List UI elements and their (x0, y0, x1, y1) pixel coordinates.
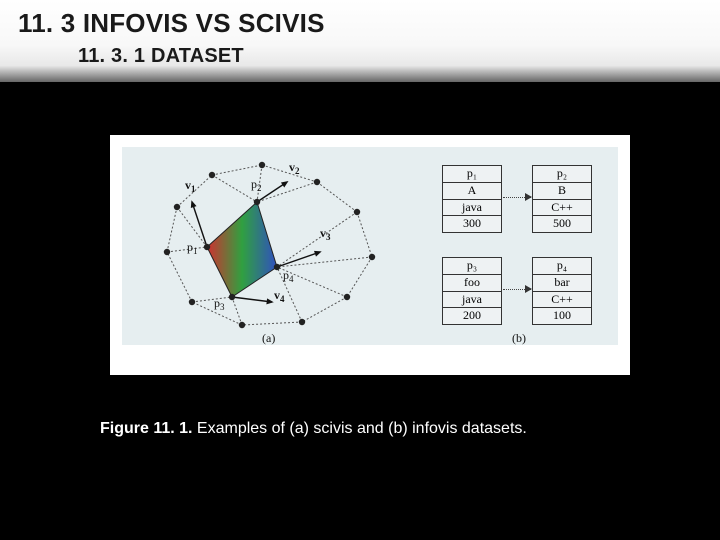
slide-subheading: 11. 3. 1 DATASET (78, 45, 702, 68)
slide: 11. 3 INFOVIS VS SCIVIS 11. 3. 1 DATASET… (0, 0, 720, 540)
table-p2: p₂ B C++ 500 (532, 165, 592, 233)
arrow-head-icon (525, 193, 532, 201)
figure-panel: p1 p2 p4 p3 v1 v2 v3 v4 (a) p₁ A java 300 p₂ B … (110, 135, 630, 375)
table-p3-row: 200 (443, 308, 502, 325)
svg-text:p1: p1 (187, 240, 198, 256)
arrow-head-icon (525, 285, 532, 293)
figure-caption-label: Figure 11. 1. (100, 420, 192, 437)
table-p1-row: 300 (443, 216, 502, 233)
mesh-diagram: p1 p2 p4 p3 v1 v2 v3 v4 (122, 147, 402, 347)
table-p4-row: bar (533, 274, 592, 291)
panel-b-label: (b) (512, 331, 526, 346)
svg-text:v2: v2 (289, 160, 300, 176)
svg-text:v3: v3 (320, 226, 331, 242)
table-p3-header: p₃ (443, 258, 502, 275)
table-p4-header: p₄ (533, 258, 592, 275)
svg-text:v4: v4 (274, 288, 285, 304)
panel-a-label: (a) (262, 331, 275, 346)
table-p4-row: 100 (533, 308, 592, 325)
figure-inner: p1 p2 p4 p3 v1 v2 v3 v4 (a) p₁ A java 300 p₂ B … (122, 147, 618, 345)
svg-text:v1: v1 (185, 178, 196, 194)
table-p2-row: B (533, 182, 592, 199)
table-p2-row: 500 (533, 216, 592, 233)
table-p2-header: p₂ (533, 166, 592, 183)
table-p1-header: p₁ (443, 166, 502, 183)
svg-text:p2: p2 (251, 177, 262, 193)
table-p4: p₄ bar C++ 100 (532, 257, 592, 325)
figure-caption-text: Examples of (a) scivis and (b) infovis d… (192, 420, 526, 437)
svg-text:p3: p3 (214, 296, 225, 312)
svg-text:p4: p4 (283, 268, 294, 284)
table-p3-row: foo (443, 274, 502, 291)
table-p1-row: A (443, 182, 502, 199)
table-p1: p₁ A java 300 (442, 165, 502, 233)
table-p3: p₃ foo java 200 (442, 257, 502, 325)
table-p2-row: C++ (533, 199, 592, 216)
title-bar: 11. 3 INFOVIS VS SCIVIS 11. 3. 1 DATASET (0, 0, 720, 82)
slide-heading: 11. 3 INFOVIS VS SCIVIS (18, 8, 702, 39)
table-p4-row: C++ (533, 291, 592, 308)
table-p3-row: java (443, 291, 502, 308)
figure-caption: Figure 11. 1. Examples of (a) scivis and… (100, 420, 640, 438)
table-p1-row: java (443, 199, 502, 216)
